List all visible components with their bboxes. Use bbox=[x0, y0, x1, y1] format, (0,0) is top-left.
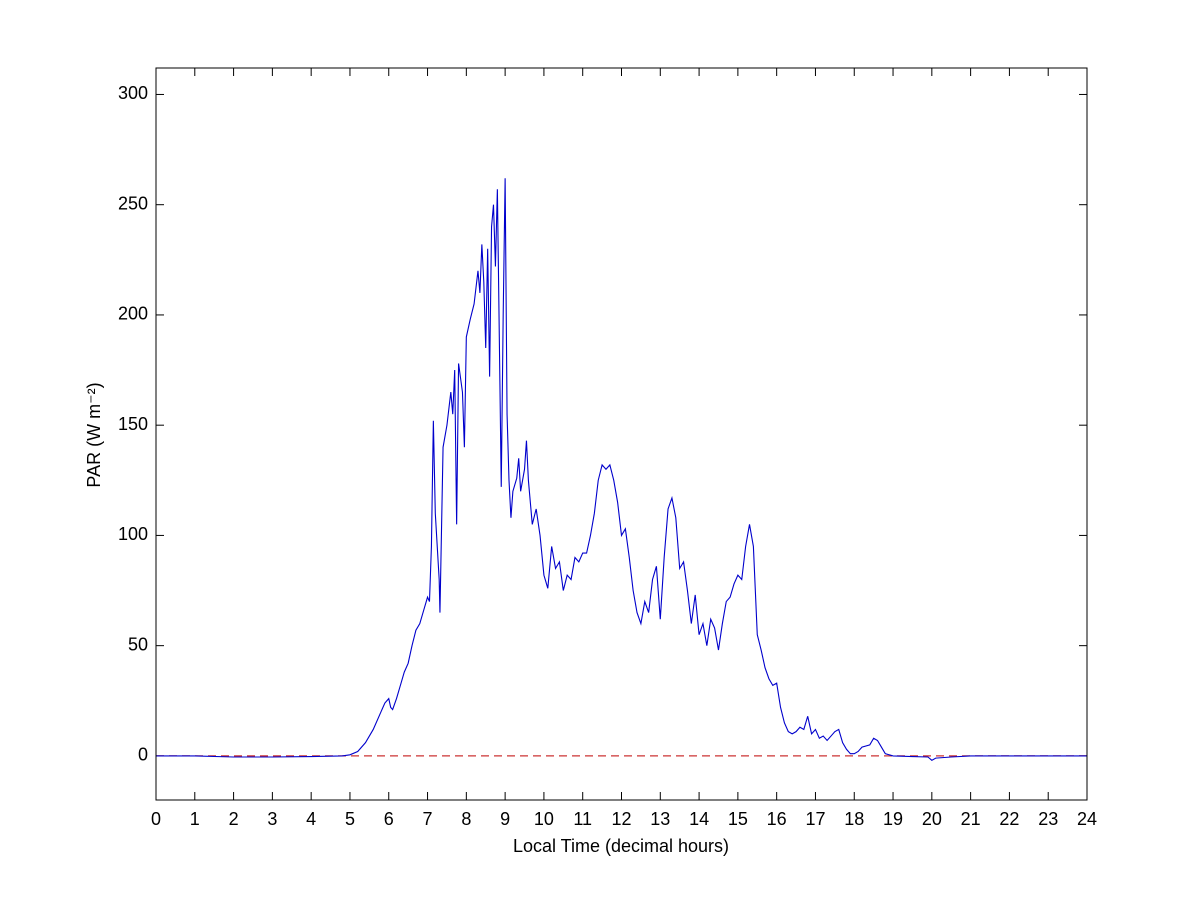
x-tick-label: 9 bbox=[500, 809, 510, 829]
y-tick-label: 50 bbox=[128, 634, 148, 654]
x-tick-label: 22 bbox=[999, 809, 1019, 829]
x-axis-label: Local Time (decimal hours) bbox=[513, 836, 729, 856]
x-tick-label: 6 bbox=[384, 809, 394, 829]
x-tick-label: 14 bbox=[689, 809, 709, 829]
x-tick-label: 19 bbox=[883, 809, 903, 829]
plot-frame bbox=[155, 67, 1088, 801]
x-tick-label: 11 bbox=[573, 809, 592, 829]
x-tick-label: 18 bbox=[844, 809, 864, 829]
x-tick-label: 10 bbox=[534, 809, 554, 829]
x-tick-label: 24 bbox=[1077, 809, 1097, 829]
x-tick-label: 8 bbox=[461, 809, 471, 829]
x-tick-label: 5 bbox=[345, 809, 355, 829]
x-tick-label: 2 bbox=[229, 809, 239, 829]
x-tick-label: 4 bbox=[306, 809, 316, 829]
y-tick-label: 250 bbox=[118, 193, 148, 213]
x-tick-label: 23 bbox=[1038, 809, 1058, 829]
y-tick-label: 100 bbox=[118, 524, 148, 544]
y-tick-label: 200 bbox=[118, 304, 148, 324]
y-tick-label: 150 bbox=[118, 414, 148, 434]
x-tick-label: 17 bbox=[805, 809, 825, 829]
data-line bbox=[156, 178, 1087, 761]
x-tick-label: 15 bbox=[728, 809, 748, 829]
x-tick-label: 3 bbox=[267, 809, 277, 829]
y-tick-label: 0 bbox=[138, 745, 148, 765]
x-tick-label: 0 bbox=[151, 809, 161, 829]
x-tick-label: 1 bbox=[190, 809, 200, 829]
y-tick-label: 300 bbox=[118, 83, 148, 103]
x-tick-label: 7 bbox=[423, 809, 433, 829]
x-tick-label: 20 bbox=[922, 809, 942, 829]
x-tick-label: 21 bbox=[961, 809, 981, 829]
x-tick-label: 13 bbox=[650, 809, 670, 829]
x-tick-label: 12 bbox=[611, 809, 631, 829]
x-tick-label: 16 bbox=[767, 809, 787, 829]
y-axis-label: PAR (W m⁻²) bbox=[84, 382, 104, 487]
